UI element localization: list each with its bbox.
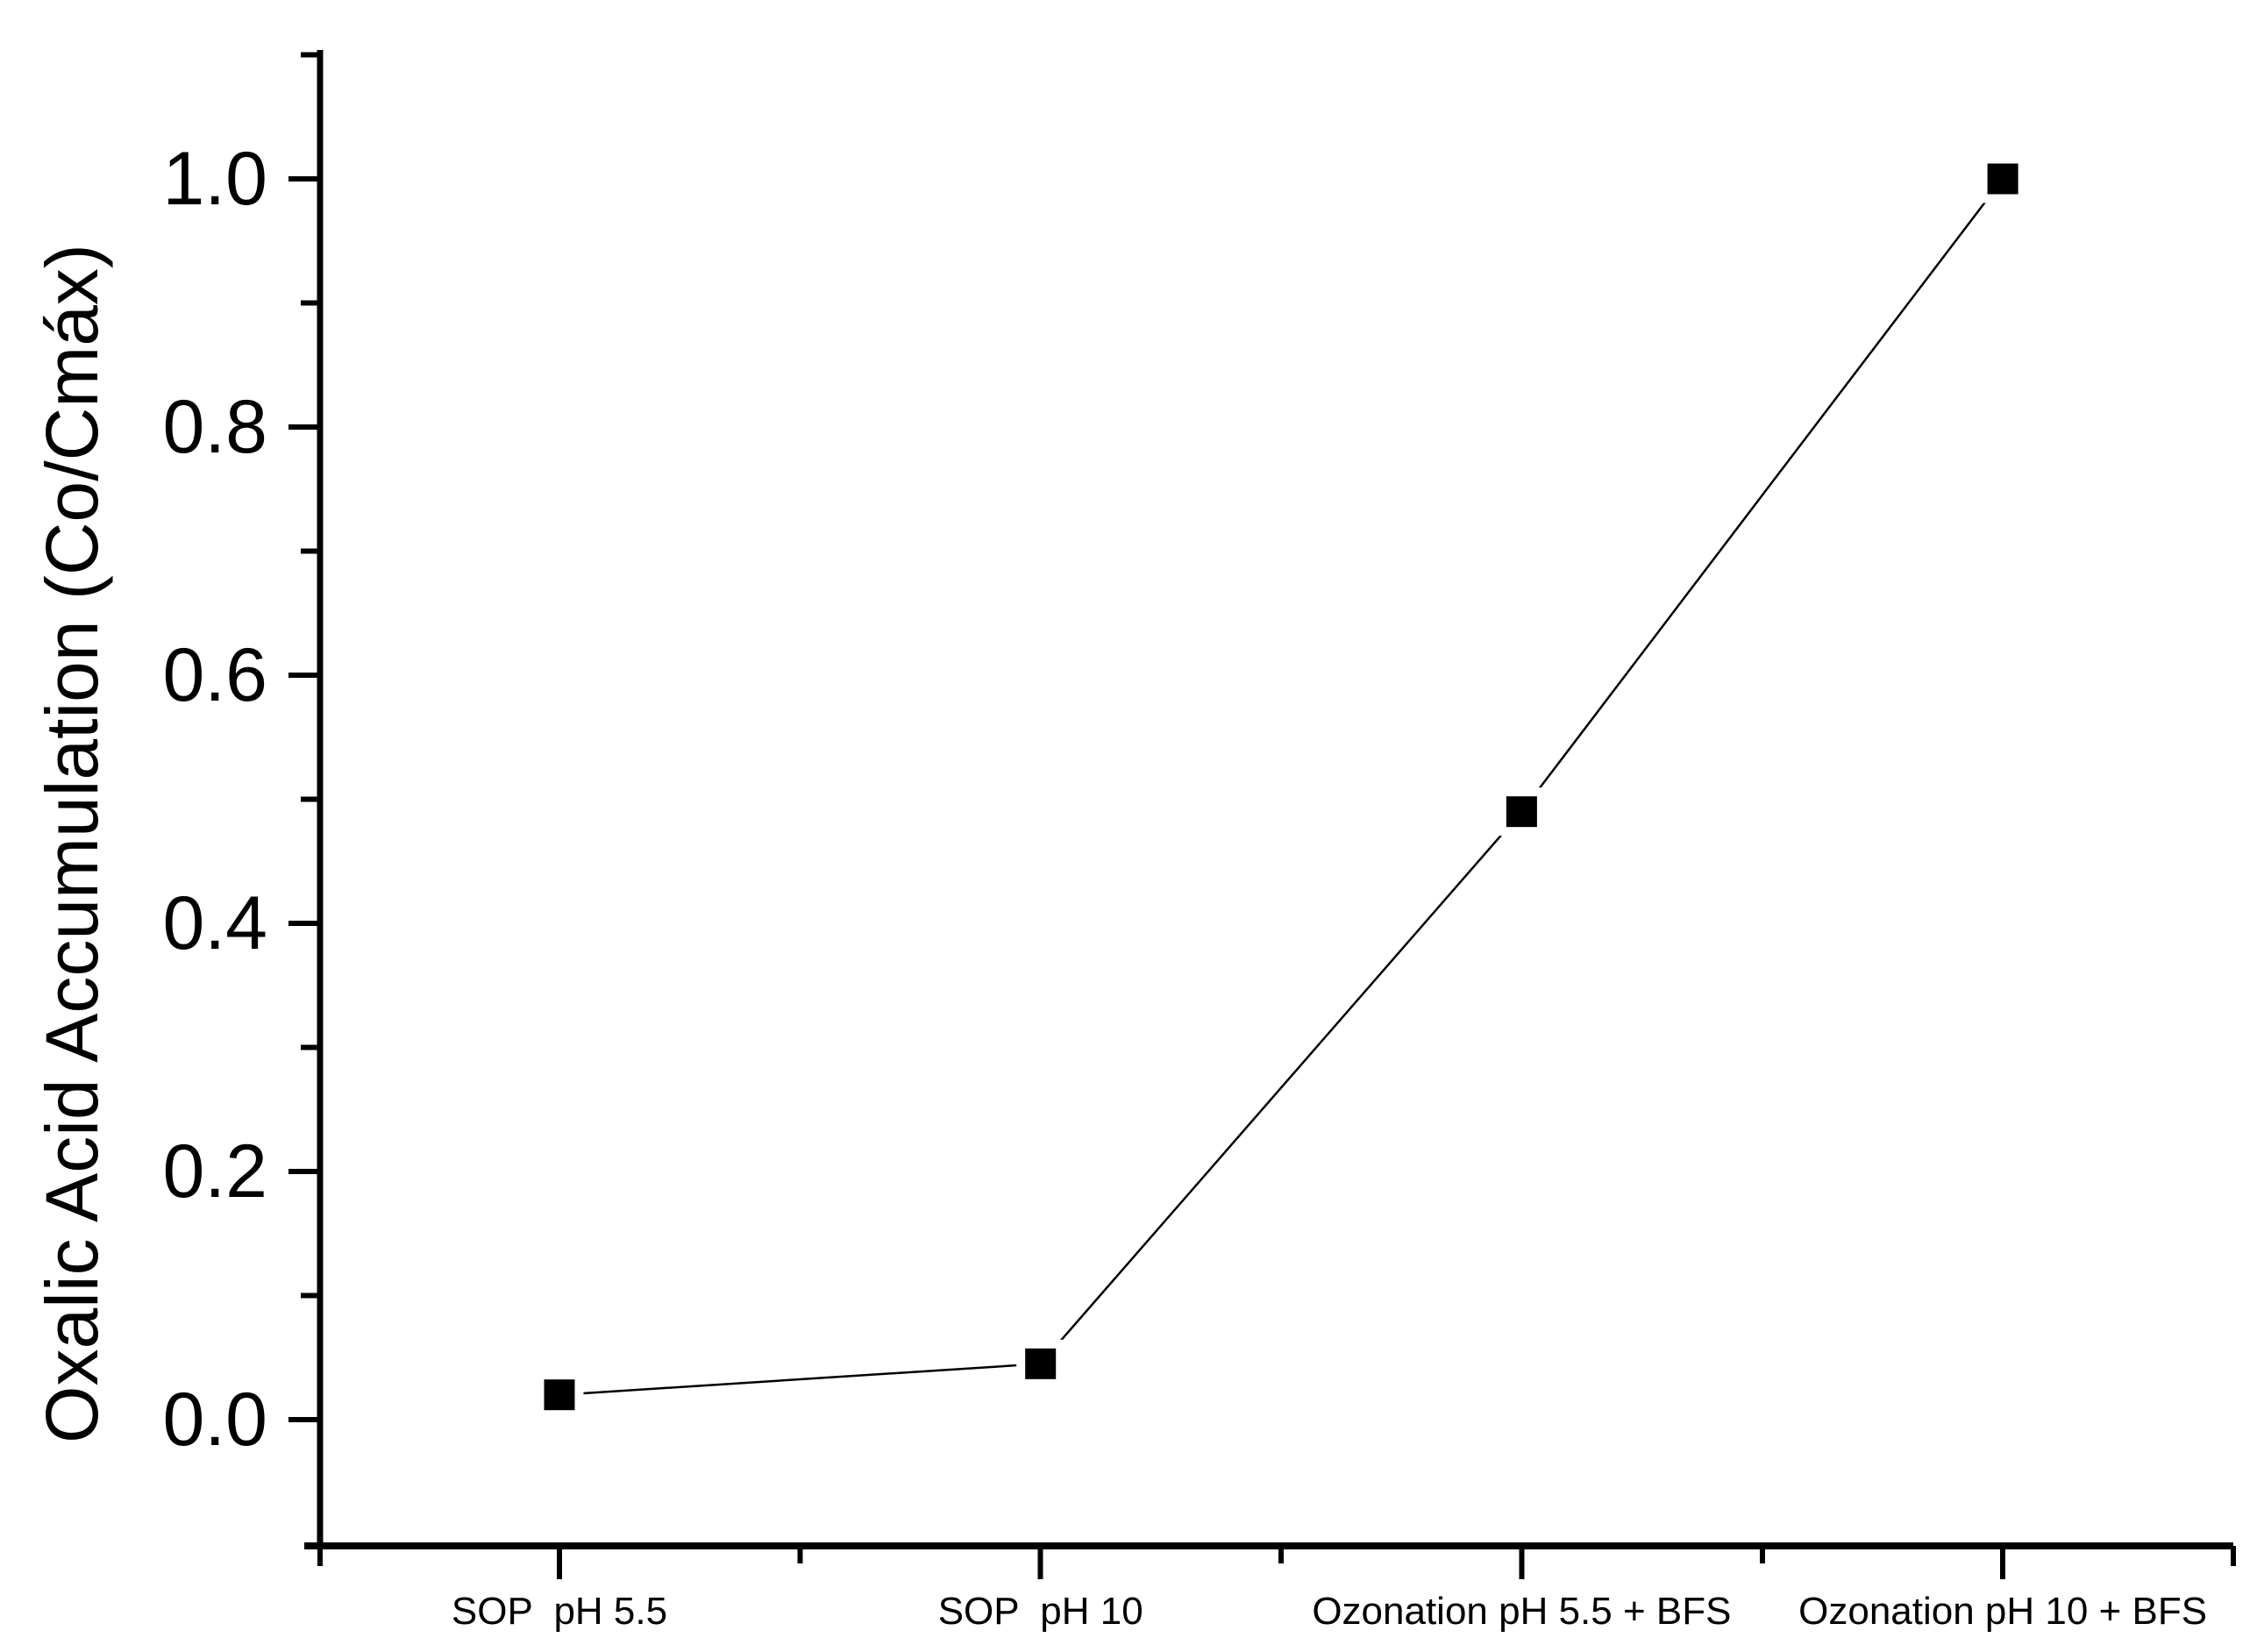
series-line <box>559 178 2004 1396</box>
data-point-marker <box>1506 796 1537 828</box>
data-point-marker <box>1987 163 2018 195</box>
data-point-marker <box>1025 1348 1057 1379</box>
data-point-marker <box>544 1379 575 1411</box>
